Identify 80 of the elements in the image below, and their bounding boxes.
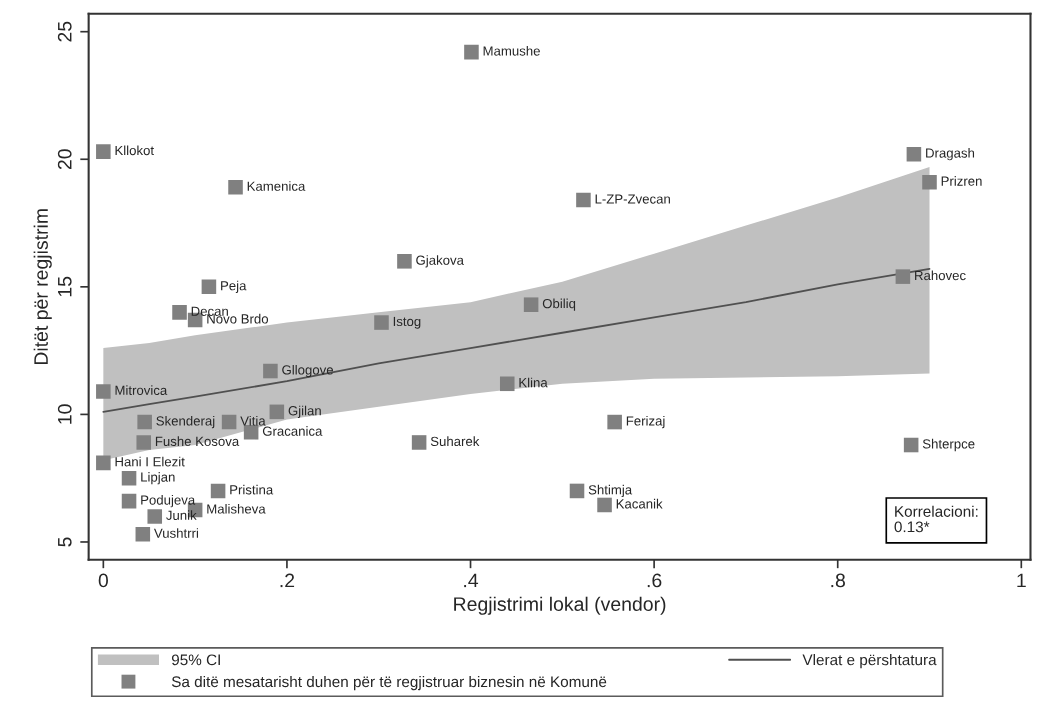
annotation: Suharek bbox=[430, 436, 480, 447]
annotation: Skenderaj bbox=[156, 415, 215, 429]
point bbox=[96, 455, 111, 471]
point bbox=[136, 435, 152, 450]
point bbox=[569, 483, 585, 499]
annotation: Fushe Kosova bbox=[155, 436, 240, 447]
point bbox=[221, 414, 237, 430]
point bbox=[499, 376, 515, 392]
annotation: Kacanik bbox=[616, 498, 663, 509]
point bbox=[96, 384, 111, 399]
annotation: Dragash bbox=[926, 148, 975, 161]
point bbox=[228, 180, 243, 195]
point bbox=[201, 279, 217, 295]
annotation: Korrelacioni: 0.13* bbox=[894, 505, 978, 533]
point bbox=[607, 414, 622, 430]
x-tick-label: .4 bbox=[464, 573, 479, 588]
legend-label: Sa ditë mesatarisht duhen për të regjistruar biznesin në Komunë bbox=[171, 675, 607, 691]
annotation: Istog bbox=[393, 316, 421, 329]
annotation: Podujeva bbox=[141, 495, 196, 508]
point bbox=[895, 269, 911, 284]
annotation: Ferizaj bbox=[626, 415, 665, 429]
point bbox=[135, 527, 151, 542]
annotation: Gjilan bbox=[288, 405, 321, 418]
annotation: Decan bbox=[191, 306, 228, 316]
annotation: Obiliq bbox=[542, 298, 576, 311]
annotation: Gllogove bbox=[282, 364, 334, 378]
annotation: Kllokot bbox=[115, 145, 154, 156]
point bbox=[397, 254, 412, 269]
annotation: Lipjan bbox=[141, 472, 175, 485]
y-tick-label: 10 bbox=[57, 404, 72, 424]
annotation: Pristina bbox=[230, 484, 274, 495]
annotation: Kamenica bbox=[247, 181, 306, 191]
annotation: L-ZP-Zvecan bbox=[595, 194, 670, 204]
annotation: Shterpce bbox=[922, 438, 975, 452]
y-tick-label: 25 bbox=[57, 21, 72, 42]
point bbox=[576, 192, 591, 208]
x-tick-label: 1 bbox=[1017, 573, 1026, 588]
point bbox=[137, 414, 152, 430]
point bbox=[922, 174, 937, 190]
point bbox=[147, 509, 163, 524]
point bbox=[523, 297, 539, 312]
annotation: Vushtrri bbox=[153, 528, 198, 538]
point bbox=[464, 44, 479, 60]
y-tick-label: 15 bbox=[58, 276, 72, 297]
annotation: Shtimja bbox=[588, 484, 633, 498]
point bbox=[903, 437, 919, 453]
legend-label: Vlerat e përshtatura bbox=[802, 654, 937, 669]
point bbox=[597, 497, 612, 513]
point bbox=[411, 435, 427, 450]
annotation: Prizren bbox=[941, 176, 982, 186]
annotation: Peja bbox=[221, 280, 247, 293]
x-tick-label: .2 bbox=[280, 573, 295, 588]
point bbox=[121, 470, 137, 486]
annotation: Klina bbox=[519, 377, 548, 388]
x-tick-label: 0 bbox=[98, 573, 108, 588]
annotation: Novo Brdo bbox=[207, 313, 269, 324]
annotation: Junik bbox=[166, 510, 197, 520]
x-tick-label: .8 bbox=[831, 573, 845, 588]
annotation: Vitia bbox=[240, 415, 266, 426]
point bbox=[269, 404, 285, 420]
annotation: Mamushe bbox=[483, 45, 540, 56]
annotation: Rahovec bbox=[915, 270, 966, 281]
x-tick-label: .6 bbox=[647, 573, 662, 588]
annotation: Malisheva bbox=[207, 503, 266, 514]
point bbox=[374, 315, 389, 330]
point bbox=[906, 146, 922, 162]
point bbox=[210, 483, 226, 499]
annotation: Mitrovica bbox=[115, 385, 168, 395]
point bbox=[96, 144, 111, 159]
point bbox=[172, 305, 187, 320]
legend-label: 95% CI bbox=[171, 654, 220, 666]
annotation: Gracanica bbox=[262, 426, 323, 436]
point bbox=[121, 493, 137, 509]
y-axis-title: Ditët për regjistrim bbox=[33, 209, 52, 365]
y-tick-label: 20 bbox=[57, 149, 72, 170]
annotation: Hani I Elezit bbox=[115, 456, 185, 467]
annotation: Gjakova bbox=[416, 255, 464, 268]
y-tick-label: 5 bbox=[58, 537, 72, 547]
x-axis-title: Regjistrimi lokal (vendor) bbox=[454, 596, 666, 615]
point bbox=[263, 363, 278, 379]
